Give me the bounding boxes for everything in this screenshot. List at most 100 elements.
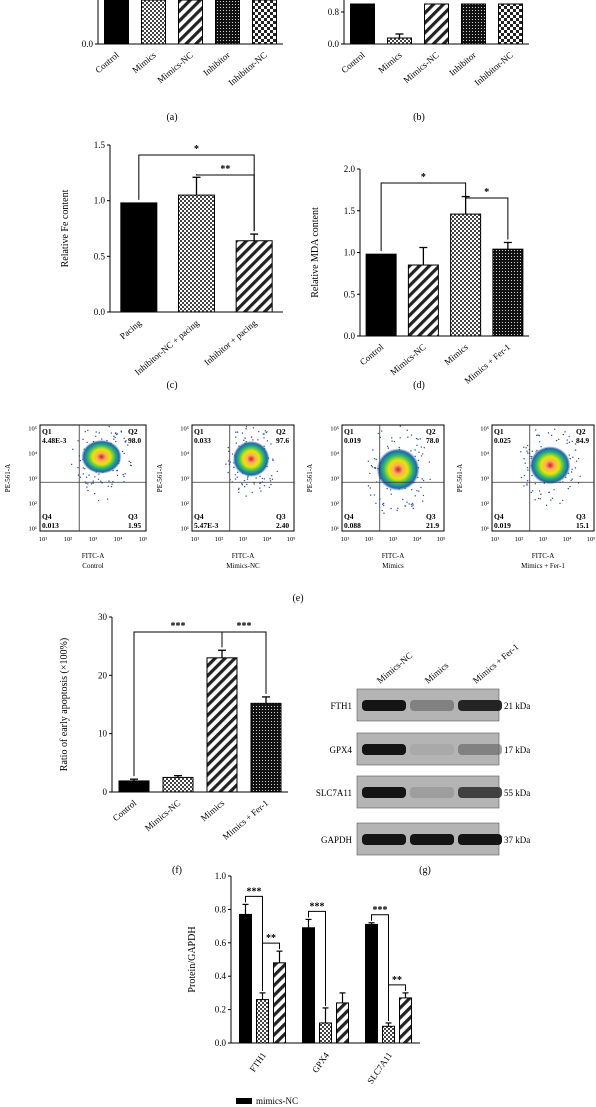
flow-event-dot	[95, 431, 97, 433]
flow-event-dot	[86, 441, 88, 444]
bar	[382, 1025, 395, 1044]
flow-event-dot	[416, 444, 418, 447]
flow-event-dot	[387, 447, 390, 449]
flow-event-dot	[82, 473, 85, 475]
blot-protein-label: GPX4	[329, 745, 352, 755]
flow-event-dot	[370, 464, 373, 467]
blot-band	[458, 700, 502, 711]
flow-y-tick-label: 10⁴	[28, 451, 38, 458]
flow-event-dot	[526, 450, 528, 452]
flow-event-dot	[125, 440, 127, 442]
flow-event-dot	[260, 490, 262, 492]
flow-event-dot	[569, 457, 572, 460]
flow-event-dot	[122, 473, 124, 476]
bar	[350, 3, 375, 45]
flow-x-tick-label: 10²	[365, 536, 374, 543]
bar	[206, 657, 238, 793]
flow-event-dot	[231, 453, 234, 455]
flow-event-dot	[414, 495, 416, 497]
bar	[252, 0, 277, 45]
panel-g-western-blot: Mimics-NC Mimics Mimics + Fer-1 FTH1 21 kDa G…	[316, 642, 530, 856]
flow-event-dot	[255, 477, 257, 479]
flow-event-dot	[97, 478, 100, 480]
flow-event-dot	[569, 485, 571, 488]
flow-event-dot	[570, 479, 572, 482]
flow-event-dot	[263, 485, 266, 487]
flow-event-dot	[422, 494, 425, 497]
flow-event-dot	[77, 474, 80, 476]
flow-event-dot	[266, 440, 269, 442]
flow-y-axis-label: PE-561-A	[4, 464, 12, 492]
panel-f-chart: 0 10 20 30 Ratio of early apoptosis (×100%) C…	[59, 612, 288, 842]
flow-event-dot	[375, 458, 377, 461]
flow-event-dot	[396, 509, 398, 512]
flow-condition-label: Mimics	[382, 562, 404, 570]
flow-event-dot	[523, 474, 526, 477]
flow-event-dot	[77, 466, 79, 469]
flow-event-dot	[399, 437, 401, 439]
flow-event-dot	[107, 485, 109, 487]
flow-event-dot	[270, 483, 272, 486]
flow-event-dot	[520, 451, 522, 453]
flow-event-dot	[106, 498, 109, 500]
bar	[141, 0, 166, 45]
significance-label: ***	[373, 905, 388, 916]
flow-event-dot	[568, 441, 571, 444]
flow-event-dot	[98, 473, 100, 475]
bar	[461, 3, 486, 45]
flow-event-dot	[238, 488, 240, 491]
flow-event-dot	[420, 446, 423, 448]
y-tick-label: 0.5	[94, 251, 106, 261]
x-tick-label: Mimics	[442, 342, 470, 368]
flow-x-tick-label: 10³	[239, 536, 248, 543]
bar	[120, 202, 158, 313]
flow-event-dot	[101, 438, 103, 440]
flow-event-dot	[90, 483, 93, 485]
x-tick-label: GPX4	[310, 1050, 331, 1075]
quadrant-value-q2: 78.0	[426, 436, 439, 445]
flow-event-dot	[236, 476, 238, 478]
quadrant-value-q3: 1.95	[128, 521, 141, 530]
flow-event-dot	[234, 478, 237, 480]
x-tick-label: Mimics	[130, 50, 158, 76]
x-tick-label: Control	[358, 342, 386, 368]
flow-event-dot	[526, 467, 529, 469]
quadrant-name-q4: Q4	[42, 512, 52, 521]
blot-size-label: 21 kDa	[504, 701, 530, 711]
flow-event-dot	[572, 456, 574, 458]
y-tick-label: 0	[103, 787, 108, 797]
flow-event-dot	[534, 483, 537, 485]
flow-event-dot	[77, 440, 79, 442]
flow-event-dot	[116, 474, 119, 477]
quadrant-value-q4: 5.47E-3	[194, 521, 219, 530]
flow-event-dot	[85, 476, 88, 479]
flow-event-dot	[245, 428, 247, 430]
flow-event-dot	[383, 512, 385, 514]
significance-label: **	[266, 933, 276, 944]
quadrant-value-q1: 0.019	[344, 436, 361, 445]
flow-event-dot	[548, 491, 550, 494]
flow-density-cloud	[529, 446, 571, 485]
flow-x-tick-label: 10⁵	[287, 536, 296, 543]
flow-event-dot	[417, 438, 419, 440]
flow-y-tick-label: 10³	[481, 476, 490, 483]
flow-x-tick-label: 10³	[539, 536, 548, 543]
legend-label: mimics-NC	[256, 1096, 298, 1106]
quadrant-name-q4: Q4	[494, 512, 504, 521]
blot-band	[410, 834, 454, 845]
flow-event-dot	[382, 503, 384, 505]
blot-size-label: 55 kDa	[504, 788, 530, 798]
significance-bracket	[465, 193, 509, 240]
flow-event-dot	[538, 434, 540, 437]
flow-event-dot	[245, 495, 247, 497]
flow-event-dot	[553, 489, 555, 491]
flow-event-dot	[577, 482, 580, 484]
significance-bracket	[388, 984, 406, 1021]
flow-event-dot	[243, 479, 246, 482]
bar	[498, 3, 523, 45]
flow-y-tick-label: 10²	[29, 501, 38, 508]
flow-event-dot	[371, 466, 374, 468]
flow-event-dot	[411, 502, 414, 505]
flow-event-dot	[266, 431, 268, 433]
flow-event-dot	[227, 460, 230, 462]
